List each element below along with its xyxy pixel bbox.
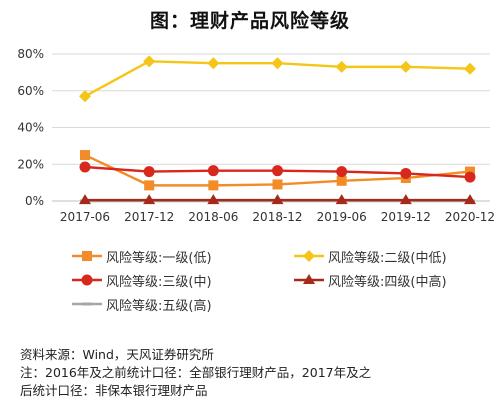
- source-notes: 资料来源：Wind，天风证券研究所 注：2016年及之前统计口径：全部银行理财产…: [20, 346, 490, 400]
- data-point-series-4: [464, 194, 476, 205]
- x-tick-label: 2020-12: [445, 210, 495, 224]
- data-point-series-3: [336, 166, 348, 178]
- data-point-series-4: [271, 194, 284, 205]
- data-point-series-4: [399, 194, 412, 205]
- data-point-series-4: [79, 194, 91, 205]
- data-point-series-2: [271, 57, 284, 70]
- data-point-series-1: [144, 180, 155, 191]
- legend-label: 风险等级:二级(中低): [328, 250, 447, 266]
- data-point-series-2: [207, 57, 220, 70]
- legend-swatch: [294, 274, 324, 284]
- data-point-series-1: [272, 179, 283, 190]
- legend-item-series-1: 风险等级:一级(低): [72, 246, 212, 266]
- data-point-series-1: [336, 175, 347, 186]
- y-tick-label: 0%: [25, 194, 44, 208]
- legend-item-series-5: 风险等级:五级(高): [72, 294, 212, 314]
- source-text: 资料来源：Wind，天风证券研究所: [20, 347, 214, 362]
- x-tick-label: 2019-06: [317, 210, 367, 224]
- legend-swatch: [72, 274, 102, 286]
- x-tick-label: 2018-12: [252, 210, 302, 224]
- legend-item-series-3: 风险等级:三级(中): [72, 270, 212, 290]
- legend-label: 风险等级:五级(高): [106, 298, 212, 314]
- data-point-series-4: [335, 194, 348, 205]
- data-point-series-3: [79, 161, 91, 173]
- x-tick-label: 2017-12: [124, 210, 174, 224]
- chart-title: 图：理财产品风险等级: [149, 10, 350, 32]
- note-text-line-2: 后统计口径：非保本银行理财产品: [20, 383, 208, 398]
- data-point-series-3: [207, 165, 219, 177]
- line-chart: 0% 20% 40% 60% 80% 2017-06 2017-12 2018-06 2018-…: [17, 47, 495, 224]
- data-point-series-3: [272, 165, 283, 177]
- data-point-series-2: [143, 55, 156, 68]
- data-point-series-3: [400, 167, 412, 179]
- legend-label: 风险等级:一级(低): [106, 250, 212, 266]
- y-tick-label: 20%: [17, 157, 44, 171]
- legend-label: 风险等级:四级(中高): [328, 274, 447, 290]
- data-point-series-2: [464, 62, 476, 75]
- legend-label: 风险等级:三级(中): [106, 274, 212, 290]
- data-point-series-1: [80, 150, 90, 161]
- x-tick-label: 2017-06: [60, 210, 110, 224]
- y-tick-label: 60%: [17, 84, 44, 98]
- x-tick-label: 2018-06: [188, 210, 238, 224]
- data-point-series-4: [143, 194, 156, 205]
- y-tick-label: 40%: [17, 121, 44, 135]
- data-point-series-3: [464, 171, 476, 183]
- legend-item-series-2: 风险等级:二级(中低): [294, 246, 447, 266]
- data-point-series-3: [143, 166, 155, 178]
- y-tick-label: 80%: [17, 47, 44, 61]
- data-point-series-1: [208, 180, 219, 191]
- legend-swatch: [72, 302, 102, 306]
- legend-swatch: [294, 250, 324, 262]
- note-text-line-1: 注：2016年及之前统计口径：全部银行理财产品，2017年及之: [20, 365, 372, 380]
- data-point-series-4: [207, 194, 220, 205]
- x-tick-label: 2019-12: [381, 210, 431, 224]
- legend-swatch: [72, 251, 102, 261]
- data-point-series-2: [335, 60, 348, 73]
- data-point-series-2: [79, 90, 91, 103]
- data-point-series-1: [465, 166, 475, 177]
- data-point-series-2: [399, 60, 412, 73]
- legend-item-series-4: 风险等级:四级(中高): [294, 270, 447, 290]
